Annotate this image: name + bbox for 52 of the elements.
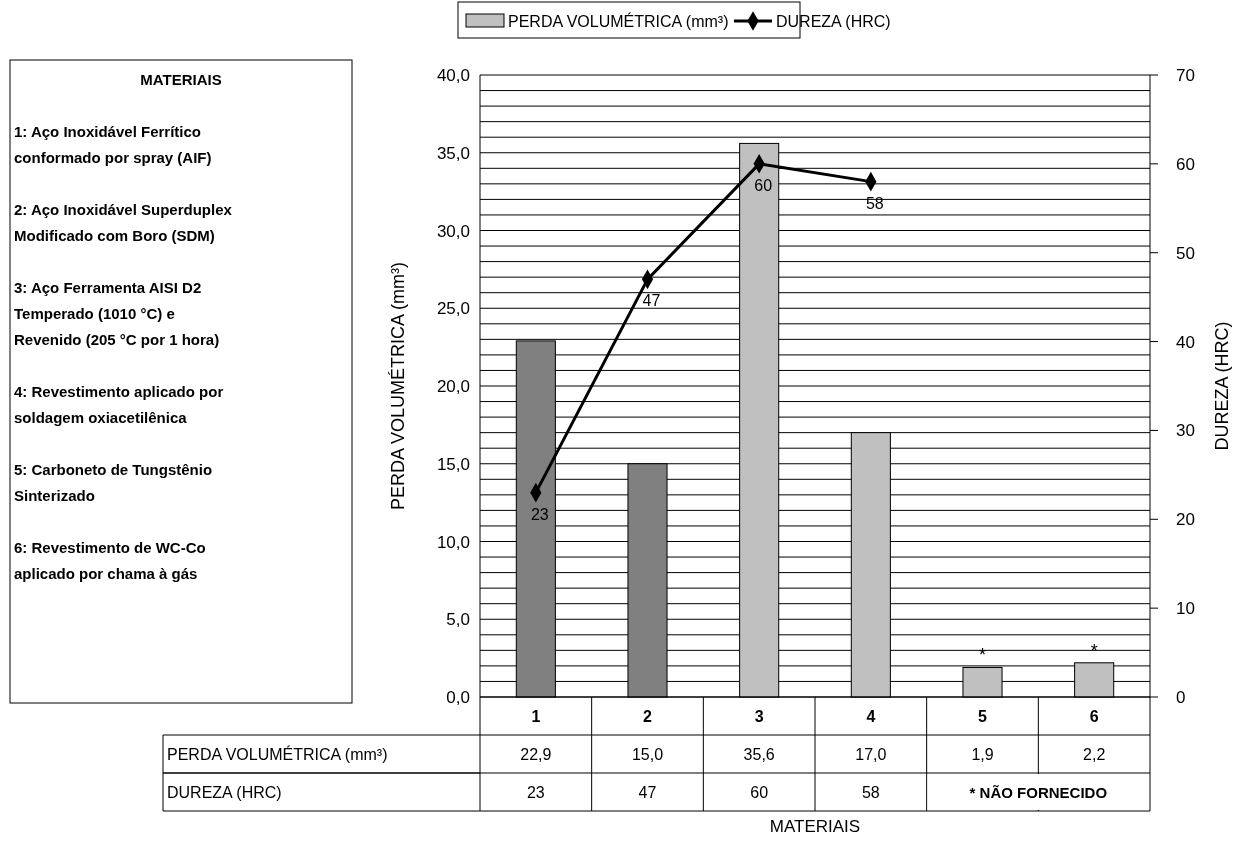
y2-axis-title: DUREZA (HRC) (1212, 321, 1232, 451)
text: 6: Revestimento de WC-Co aplicado por chama à gás (14, 539, 206, 582)
y2-tick-label: 70 (1176, 66, 1195, 85)
text: 4: Revestimento aplicado por soldagem oxiacetilênica (14, 383, 224, 426)
text: 23 (530, 505, 549, 523)
legend-label: PERDA VOLUMÉTRICA (mm³) (508, 12, 729, 30)
y-axis-title: PERDA VOLUMÉTRICA (mm³) (388, 261, 408, 511)
data-label: 22,9 (520, 746, 552, 763)
y-tick-label: 15,0 (436, 454, 470, 474)
y-tick-label: 30,0 (436, 221, 470, 241)
y2-tick-label: 20 (1176, 510, 1195, 530)
data-label: 47 (638, 784, 657, 801)
text: 47 (642, 292, 661, 310)
data-label: 58 (861, 784, 880, 801)
y2-tick-label: 40 (1176, 332, 1195, 352)
x-tick-label: 2 (643, 708, 653, 725)
data-label: 15,0 (631, 746, 664, 763)
y2-tick-label: 60 (1176, 154, 1195, 174)
x-tick-label: 6 (1089, 708, 1099, 725)
y2-tick-label: 30 (1176, 421, 1195, 441)
text: 3: Aço Ferramenta AISI D2 Temperado (1010 °C) e Revenido (205 °C por 1 hora) (14, 279, 220, 348)
text: 5: Carboneto de Tungstênio Sinterizado (14, 461, 213, 504)
data-label: 23 (526, 784, 545, 801)
text: 2: Aço Inoxidável Superduplex Modificado com Boro (SDM) (14, 201, 233, 244)
x-tick-label: 4 (866, 708, 876, 725)
text: MATERIAIS (769, 817, 861, 836)
annotation: * (978, 645, 987, 666)
legend-label: DUREZA (HRC) (776, 13, 891, 30)
text: * NÃO FORNECIDO (969, 784, 1108, 801)
y-tick-label: 35,0 (436, 143, 470, 163)
text: PERDA VOLUMÉTRICA (mm³) (167, 746, 388, 763)
text: 1: Aço Inoxidável Ferrítico conformado por spray (AIF) (14, 123, 212, 166)
y-tick-label: 20,0 (436, 377, 470, 396)
y2-tick-label: 10 (1176, 599, 1195, 619)
data-label: 2,2 (1083, 746, 1106, 763)
text: 60 (754, 176, 773, 194)
y-tick-label: 10,0 (436, 532, 470, 552)
data-label: 60 (750, 784, 769, 801)
y-tick-label: 40,0 (436, 66, 470, 85)
text: MATERIAIS (140, 71, 222, 88)
data-label: 1,9 (971, 746, 994, 763)
x-tick-label: 1 (531, 708, 541, 725)
y-tick-label: 0,0 (446, 688, 470, 707)
data-label: 17,0 (855, 746, 887, 763)
y2-tick-label: 0 (1176, 688, 1186, 707)
y-tick-label: 5,0 (446, 610, 470, 630)
y-tick-label: 25,0 (436, 299, 470, 319)
y2-tick-label: 50 (1176, 243, 1195, 263)
x-tick-label: 5 (978, 708, 988, 725)
text: DUREZA (HRC) (167, 784, 282, 801)
x-tick-label: 3 (754, 708, 764, 725)
data-label: 35,6 (743, 746, 775, 763)
